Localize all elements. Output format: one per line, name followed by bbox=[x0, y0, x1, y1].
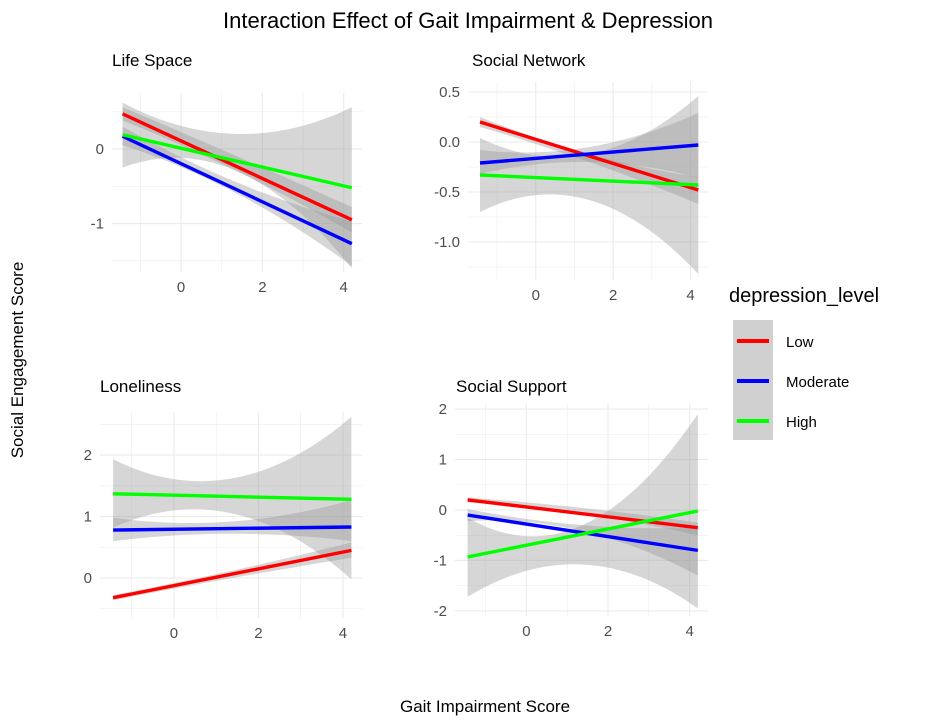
chart-title: Interaction Effect of Gait Impairment & … bbox=[223, 8, 713, 33]
y-tick-label: -1.0 bbox=[434, 234, 460, 251]
y-tick-label: -1 bbox=[434, 552, 447, 569]
y-tick-label: 1 bbox=[439, 452, 447, 469]
y-tick-label: 0 bbox=[439, 502, 447, 519]
panels: Life Space 0 2 4 -1 0 Social Network 0 2 4 -1.0 -0.… bbox=[84, 51, 708, 642]
y-axis-label: Social Engagement Score bbox=[8, 262, 27, 459]
panel-title: Loneliness bbox=[100, 377, 181, 396]
x-tick-label: 0 bbox=[532, 287, 540, 304]
y-tick-label: 0 bbox=[84, 570, 92, 587]
y-tick-label: 0.5 bbox=[439, 84, 460, 101]
x-tick-label: 2 bbox=[609, 287, 617, 304]
y-tick-label: 0.0 bbox=[439, 134, 460, 151]
fit-line-low bbox=[121, 112, 353, 222]
fit-line-high bbox=[479, 173, 699, 187]
ci-ribbon-high bbox=[480, 96, 699, 274]
fit-line-high bbox=[113, 492, 352, 502]
y-tick-label: -1 bbox=[91, 216, 104, 233]
legend-label: Low bbox=[786, 334, 814, 351]
y-tick-label: 0 bbox=[96, 141, 104, 158]
y-tick-label: -2 bbox=[434, 603, 447, 620]
panel-title: Life Space bbox=[112, 51, 192, 70]
legend: depression_level Low Moderate High bbox=[729, 285, 879, 440]
ci-ribbon-high bbox=[122, 102, 352, 269]
fit-line-high bbox=[122, 133, 353, 190]
y-tick-label: -0.5 bbox=[434, 184, 460, 201]
legend-title: depression_level bbox=[729, 285, 879, 307]
panel-title: Social Network bbox=[472, 51, 586, 70]
x-tick-label: 0 bbox=[522, 623, 530, 640]
x-tick-label: 4 bbox=[340, 279, 348, 296]
panel-title: Social Support bbox=[456, 377, 567, 396]
y-tick-label: 2 bbox=[84, 447, 92, 464]
x-tick-label: 0 bbox=[177, 279, 185, 296]
fit-line-high bbox=[467, 509, 699, 559]
legend-item-low: Low bbox=[737, 334, 814, 351]
fit-line-low bbox=[467, 498, 699, 530]
legend-label: High bbox=[786, 414, 817, 431]
x-tick-label: 2 bbox=[254, 625, 262, 642]
x-tick-label: 2 bbox=[604, 623, 612, 640]
fit-line-moderate bbox=[479, 143, 699, 165]
legend-label: Moderate bbox=[786, 374, 849, 391]
panel-social-support: Social Support 0 2 4 -2 -1 0 1 2 bbox=[434, 377, 708, 640]
x-axis-label: Gait Impairment Score bbox=[400, 697, 570, 716]
x-tick-label: 4 bbox=[339, 625, 347, 642]
fit-line-low bbox=[112, 548, 352, 600]
x-tick-label: 4 bbox=[685, 623, 693, 640]
panel-social-network: Social Network 0 2 4 -1.0 -0.5 0.0 0.5 bbox=[434, 51, 708, 304]
fit-line-moderate bbox=[121, 134, 353, 246]
fit-line-moderate bbox=[113, 525, 352, 532]
x-tick-label: 0 bbox=[170, 625, 178, 642]
ci-ribbon-moderate bbox=[480, 113, 699, 178]
y-tick-label: 1 bbox=[84, 509, 92, 526]
x-tick-label: 2 bbox=[258, 279, 266, 296]
legend-entries: Low Moderate High bbox=[737, 334, 849, 431]
panel-loneliness: Loneliness 0 2 4 0 1 2 bbox=[84, 377, 362, 642]
fit-line-low bbox=[479, 120, 699, 192]
panel-life-space: Life Space 0 2 4 -1 0 bbox=[91, 51, 362, 296]
legend-item-high: High bbox=[737, 414, 817, 431]
legend-item-moderate: Moderate bbox=[737, 374, 849, 391]
ci-ribbon-high bbox=[467, 414, 698, 609]
x-tick-label: 4 bbox=[686, 287, 694, 304]
y-tick-label: 2 bbox=[439, 401, 447, 418]
